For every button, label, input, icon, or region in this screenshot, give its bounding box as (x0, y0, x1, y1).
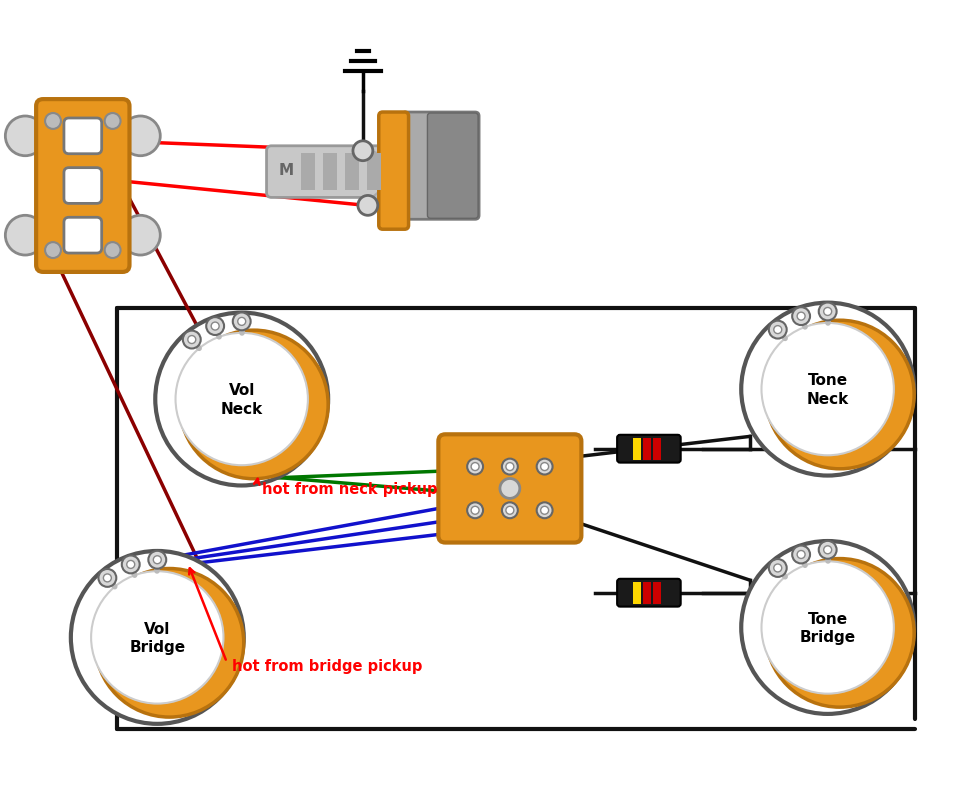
Circle shape (5, 216, 45, 255)
Circle shape (741, 303, 914, 476)
Circle shape (541, 463, 549, 471)
Circle shape (467, 503, 483, 518)
Bar (633, 438, 641, 460)
Circle shape (358, 196, 377, 216)
Circle shape (104, 574, 112, 582)
Bar (643, 582, 651, 604)
Bar (633, 582, 641, 604)
Circle shape (537, 503, 553, 518)
Circle shape (71, 551, 244, 724)
Circle shape (353, 142, 372, 161)
Circle shape (741, 542, 914, 714)
Circle shape (797, 551, 806, 559)
Circle shape (95, 569, 244, 717)
Bar (367, 153, 381, 191)
Circle shape (769, 321, 787, 339)
Circle shape (206, 318, 224, 336)
Circle shape (541, 507, 549, 515)
Text: Vol
Neck: Vol Neck (220, 383, 263, 416)
Circle shape (537, 459, 553, 475)
Circle shape (188, 336, 196, 344)
FancyBboxPatch shape (36, 100, 129, 272)
Text: Tone
Neck: Tone Neck (807, 373, 849, 406)
Circle shape (211, 323, 220, 331)
FancyBboxPatch shape (402, 113, 479, 220)
Circle shape (45, 114, 61, 130)
Circle shape (774, 326, 782, 334)
Circle shape (792, 308, 810, 326)
Text: hot from neck pickup: hot from neck pickup (262, 482, 437, 496)
Circle shape (769, 560, 787, 577)
Bar (345, 153, 359, 191)
Bar (653, 438, 661, 460)
Circle shape (238, 318, 246, 326)
Circle shape (824, 308, 832, 316)
Circle shape (155, 313, 328, 486)
Text: Tone
Bridge: Tone Bridge (800, 611, 856, 645)
Circle shape (471, 463, 479, 471)
Circle shape (761, 561, 894, 693)
Circle shape (761, 324, 894, 456)
FancyBboxPatch shape (267, 147, 386, 198)
Circle shape (824, 546, 832, 554)
Circle shape (5, 117, 45, 157)
Circle shape (233, 313, 251, 331)
Text: M: M (279, 163, 294, 178)
Bar (301, 153, 316, 191)
Circle shape (774, 564, 782, 573)
Bar (643, 438, 651, 460)
FancyBboxPatch shape (438, 435, 581, 543)
Circle shape (148, 551, 167, 569)
Circle shape (467, 459, 483, 475)
FancyBboxPatch shape (64, 119, 102, 155)
Circle shape (183, 331, 201, 349)
Circle shape (502, 459, 517, 475)
Circle shape (500, 479, 519, 499)
Circle shape (502, 503, 517, 518)
FancyBboxPatch shape (64, 218, 102, 254)
FancyBboxPatch shape (617, 436, 681, 463)
Bar (323, 153, 337, 191)
Circle shape (91, 572, 223, 704)
FancyBboxPatch shape (427, 114, 478, 219)
Bar (653, 582, 661, 604)
Circle shape (105, 242, 121, 259)
Circle shape (506, 507, 514, 515)
Circle shape (506, 463, 514, 471)
Circle shape (179, 331, 328, 479)
Circle shape (765, 321, 914, 470)
Circle shape (45, 242, 61, 259)
Circle shape (121, 117, 161, 157)
FancyBboxPatch shape (378, 113, 409, 230)
Circle shape (153, 556, 162, 564)
Text: hot from bridge pickup: hot from bridge pickup (232, 658, 422, 673)
Text: Vol
Bridge: Vol Bridge (129, 621, 185, 654)
Circle shape (105, 114, 121, 130)
Circle shape (471, 507, 479, 515)
Circle shape (765, 559, 914, 707)
Circle shape (797, 313, 806, 320)
Circle shape (121, 216, 161, 255)
Circle shape (818, 541, 837, 559)
Circle shape (818, 303, 837, 321)
Circle shape (126, 560, 134, 569)
FancyBboxPatch shape (64, 169, 102, 204)
FancyBboxPatch shape (617, 579, 681, 607)
Circle shape (792, 546, 810, 564)
Circle shape (175, 333, 308, 466)
Circle shape (98, 569, 117, 587)
Circle shape (122, 556, 140, 573)
